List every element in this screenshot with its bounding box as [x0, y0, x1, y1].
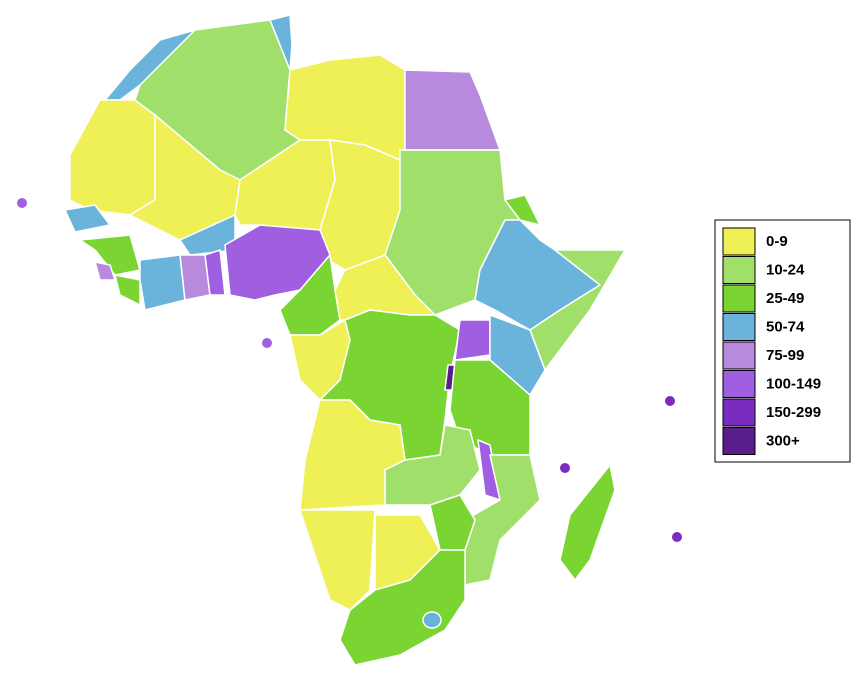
egypt — [404, 69, 501, 151]
cote-divoire — [139, 254, 186, 311]
legend-swatch — [722, 398, 756, 427]
legend-label: 25-49 — [766, 290, 804, 307]
comoros — [560, 463, 570, 473]
seychelles — [665, 396, 675, 406]
lesotho — [422, 611, 442, 629]
legend-swatch — [722, 256, 756, 284]
mozambique — [464, 454, 541, 586]
cameroon — [279, 254, 341, 336]
legend-swatch — [722, 427, 756, 455]
legend-swatch — [722, 341, 756, 370]
legend-label: 150-299 — [766, 404, 821, 421]
senegal — [64, 204, 111, 233]
mauritius — [672, 532, 682, 542]
legend-swatch — [722, 370, 756, 398]
namibia — [299, 509, 376, 611]
countries — [17, 14, 682, 666]
eritrea — [504, 194, 541, 226]
mauritania — [69, 99, 156, 216]
madagascar — [559, 464, 616, 581]
legend-label: 75-99 — [766, 347, 804, 364]
legend-label: 0-9 — [766, 233, 788, 250]
legend-swatch — [722, 284, 756, 313]
zambia — [384, 424, 481, 506]
legend: 0-9 10-24 25-49 50-74 75-99 100-149 150-299 300… — [722, 227, 821, 455]
sierra-leone — [94, 261, 116, 281]
liberia — [114, 274, 141, 306]
legend-label: 10-24 — [766, 261, 805, 278]
sao-tome — [262, 338, 272, 348]
tunisia — [269, 14, 293, 71]
cape-verde — [17, 198, 27, 208]
legend-swatch — [722, 313, 756, 341]
south-africa — [339, 549, 466, 666]
togo-benin — [204, 249, 226, 296]
kenya — [489, 314, 546, 396]
legend-label: 50-74 — [766, 318, 805, 335]
legend-label: 100-149 — [766, 375, 821, 392]
uganda — [454, 319, 491, 361]
legend-swatch — [722, 227, 756, 256]
legend-label: 300+ — [766, 432, 800, 449]
zimbabwe — [429, 494, 476, 551]
guinea — [79, 234, 141, 276]
